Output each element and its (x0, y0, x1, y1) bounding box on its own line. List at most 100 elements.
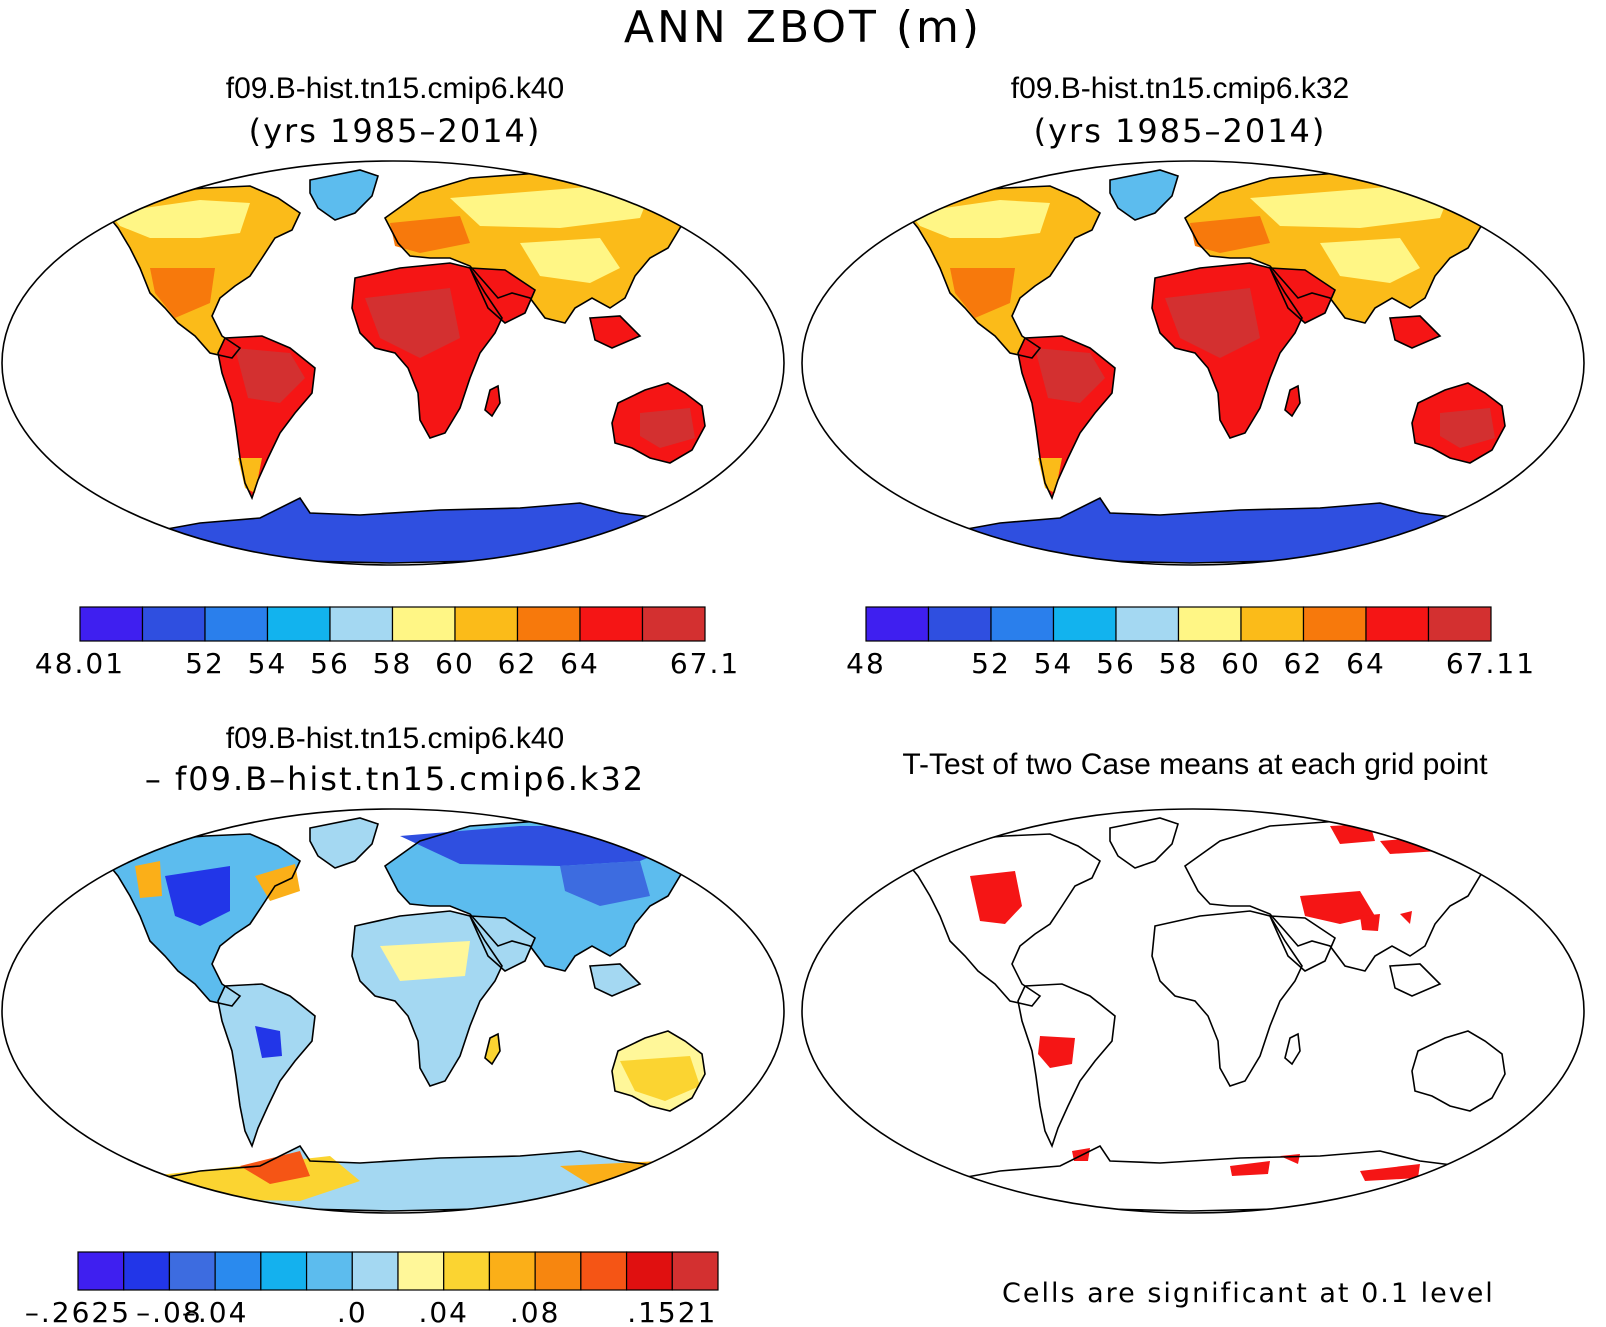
coastline-australia (1411, 382, 1506, 464)
colorbar-swatch (351, 1251, 399, 1291)
colorbar-tick-label: 67.11 (1446, 647, 1536, 680)
colorbar-tick-label: .0 (337, 1296, 368, 1325)
colorbar-tick-label: 58 (373, 647, 413, 680)
landmass-arabia (1270, 916, 1335, 971)
field-region (970, 871, 1022, 924)
colorbar-swatch (1427, 606, 1492, 642)
colorbar-swatch (391, 606, 456, 642)
coastline-greenland (1109, 817, 1179, 869)
field-region (1165, 288, 1260, 358)
coastline-greenland (1109, 169, 1179, 221)
coastline-northAmerica (898, 833, 1102, 1007)
field-region (1360, 1164, 1420, 1181)
colorbar-swatch (1177, 606, 1242, 642)
landmass-australia (1412, 1031, 1505, 1111)
landmass-greenland (310, 170, 378, 220)
coastline-greenland (309, 817, 379, 869)
coastline-seAsia (1389, 963, 1442, 997)
panel-title-bottom-right: T-Test of two Case means at each grid po… (902, 748, 1488, 781)
colorbar-tick-label: .08 (510, 1296, 561, 1325)
colorbar-swatch (516, 606, 581, 642)
landmass-southAmerica (218, 984, 315, 1146)
colorbar-tick-label: –.04 (182, 1296, 249, 1325)
landmass-arabia (1270, 268, 1335, 323)
colorbar-tick-label: 56 (1096, 647, 1136, 680)
colorbar-swatch (1240, 606, 1305, 642)
colorbar-swatch (141, 606, 206, 642)
colorbar-swatch (204, 606, 269, 642)
coastline-arabia (468, 915, 537, 972)
field-region (380, 941, 470, 981)
field-region (520, 238, 620, 283)
coastline-northAmerica (898, 185, 1102, 359)
coastline-australia (611, 382, 706, 464)
colorbar-swatch (260, 1251, 308, 1291)
field-region (135, 861, 162, 898)
field-region (1250, 186, 1450, 228)
field-region (1035, 348, 1105, 403)
colorbar-tick-label: 52 (971, 647, 1011, 680)
coastline-southAmerica (217, 335, 316, 501)
colorbar-swatch (1365, 606, 1430, 642)
coastline-southAmerica (1017, 983, 1116, 1149)
colorbar-tick-label: .04 (418, 1296, 469, 1325)
colorbar-swatch (305, 1251, 353, 1291)
field-region (1230, 1161, 1270, 1176)
colorbar-swatch (79, 606, 144, 642)
field-region (1320, 238, 1420, 283)
coastline-southAmerica (217, 983, 316, 1149)
colorbar-swatch (625, 1251, 673, 1291)
landmass-greenland (1110, 170, 1178, 220)
field-region (950, 268, 1015, 318)
colorbar-swatch (580, 1251, 628, 1291)
field-region (110, 200, 250, 238)
field-region (255, 864, 300, 901)
coastline-antarctica (943, 496, 1492, 564)
field-region (1360, 914, 1380, 931)
coastline-arabia (1268, 915, 1337, 972)
colorbar-swatch (1302, 606, 1367, 642)
colorbar-tick-label: 64 (560, 647, 600, 680)
coastline-madagascar (1284, 384, 1301, 418)
coastline-antarctica (143, 1144, 692, 1212)
field-region (365, 288, 460, 358)
colorbar-swatch (1115, 606, 1180, 642)
field-region (150, 268, 215, 318)
colorbar-swatch (77, 1251, 125, 1291)
map-border (801, 160, 1585, 566)
coastline-madagascar (1284, 1032, 1301, 1066)
map-border (1, 808, 785, 1214)
colorbar-tick-label: 60 (435, 647, 475, 680)
field-region (165, 866, 230, 926)
coastline-antarctica (143, 496, 692, 564)
field-region (1038, 1036, 1075, 1068)
colorbar-swatch (641, 606, 706, 642)
colorbar-tick-label: –.08 (136, 1296, 203, 1325)
field-region (910, 200, 1050, 238)
colorbar-swatch (990, 606, 1055, 642)
colorbar-tick-label: 52 (185, 647, 225, 680)
field-region (450, 186, 650, 228)
landmass-arabia (470, 916, 535, 971)
colorbar-swatch (329, 606, 394, 642)
colorbar-swatch (927, 606, 992, 642)
coastline-southAmerica (1017, 335, 1116, 501)
colorbar-tick-label: 48.01 (35, 647, 125, 680)
coastline-northAmerica (98, 833, 302, 1007)
colorbar-swatch (123, 1251, 171, 1291)
colorbar-tick-label: 54 (1034, 647, 1074, 680)
coastline-seAsia (589, 315, 642, 349)
figure-title: ANN ZBOT (m) (623, 2, 983, 53)
colorbar-top-right: 48 52 54 56 58 60 62 64 67.11 (846, 606, 1536, 680)
map-border (801, 808, 1585, 1214)
colorbar-swatch (443, 1251, 491, 1291)
colorbar-swatch (671, 1251, 719, 1291)
coastline-australia (611, 1030, 706, 1112)
colorbar-tick-label: 64 (1346, 647, 1386, 680)
colorbar-swatch (397, 1251, 445, 1291)
colorbar-swatch (266, 606, 331, 642)
field-region (640, 408, 695, 448)
field-region (620, 1056, 700, 1101)
field-region (560, 861, 650, 906)
panel-subtitle-top-right: (yrs 1985–2014) (1033, 112, 1327, 150)
